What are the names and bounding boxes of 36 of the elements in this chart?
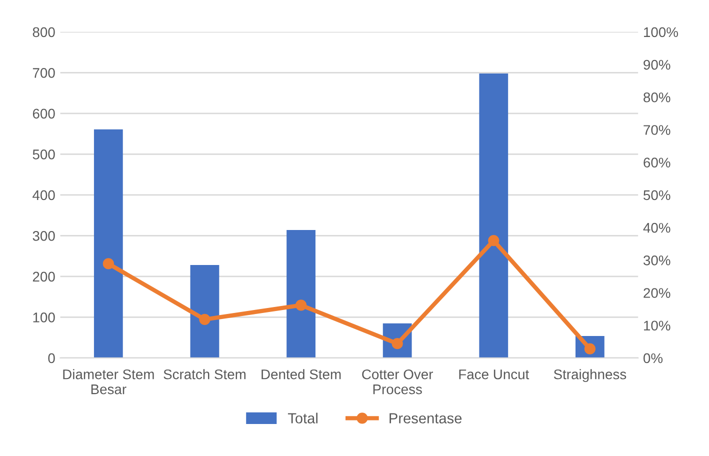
bar bbox=[286, 230, 316, 358]
y-tick-label: 800 bbox=[32, 27, 55, 38]
legend-label: Presentase bbox=[390, 413, 462, 424]
y2-tick-label: 100% bbox=[644, 27, 678, 38]
y-tick-label: 700 bbox=[32, 68, 55, 78]
y-tick-label: 400 bbox=[32, 190, 55, 200]
point bbox=[488, 235, 500, 246]
x-tick-label: Straighness bbox=[554, 369, 626, 382]
legend-label: Total bbox=[288, 412, 318, 424]
y2-tick-label: 50% bbox=[644, 190, 670, 200]
x-tick-label: Dented Stem bbox=[262, 369, 341, 380]
y-tick-label: 500 bbox=[32, 150, 55, 160]
bar bbox=[479, 73, 508, 358]
x-tick-label: Scratch Stem bbox=[164, 369, 246, 380]
x-tick-label: Cotter Over Process bbox=[362, 369, 433, 394]
y2-tick-label: 20% bbox=[644, 288, 670, 298]
point bbox=[199, 314, 210, 326]
y-tick-label: 100 bbox=[33, 312, 55, 322]
point bbox=[295, 300, 307, 311]
y2-tick-label: 80% bbox=[644, 92, 670, 102]
y2-tick-label: 60% bbox=[644, 158, 670, 168]
bar bbox=[190, 265, 220, 358]
y2-tick-label: 0% bbox=[644, 353, 663, 364]
y-tick-label: 200 bbox=[32, 272, 55, 282]
y2-tick-label: 30% bbox=[643, 255, 670, 266]
y-tick-label: 0 bbox=[48, 353, 55, 364]
y2-tick-label: 10% bbox=[644, 320, 670, 331]
y-tick-label: 600 bbox=[32, 108, 55, 119]
y2-tick-label: 70% bbox=[644, 125, 670, 135]
y2-tick-label: 90% bbox=[644, 60, 670, 70]
y-tick-label: 300 bbox=[32, 231, 55, 241]
x-tick-label: Diameter Stem Besar bbox=[63, 369, 154, 394]
bar bbox=[94, 129, 123, 358]
y2-tick-label: 40% bbox=[643, 222, 670, 233]
point bbox=[102, 258, 114, 270]
x-tick-label: Face Uncut bbox=[459, 370, 530, 380]
